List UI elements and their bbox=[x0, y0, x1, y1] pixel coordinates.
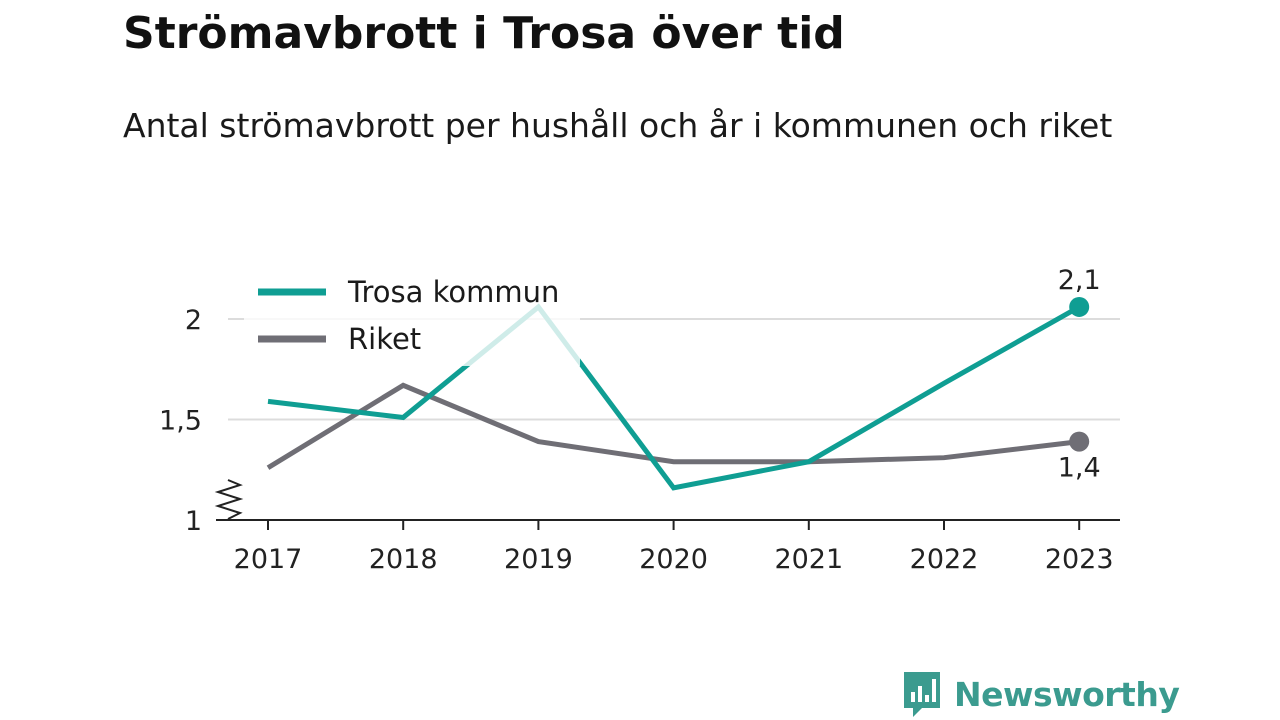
brand-logo: Newsworthy bbox=[902, 670, 1180, 718]
y-tick-label: 2 bbox=[185, 305, 202, 336]
x-tick-label: 2023 bbox=[1045, 544, 1114, 575]
end-point-marker-0 bbox=[1069, 296, 1090, 317]
chart-subtitle: Antal strömavbrott per hushåll och år i … bbox=[123, 106, 1113, 145]
y-axis: 11,52 bbox=[159, 305, 244, 537]
bar-chart-speech-bubble-icon bbox=[904, 672, 940, 717]
x-tick-label: 2020 bbox=[639, 544, 708, 575]
series-line-0 bbox=[267, 303, 1081, 491]
x-tick-label: 2022 bbox=[910, 544, 979, 575]
data-labels: 2,1 1,4 bbox=[1058, 265, 1101, 484]
y-tick-label: 1,5 bbox=[159, 406, 202, 437]
x-axis: 2017 2018 2019 2020 2021 2022 2023 bbox=[216, 519, 1120, 575]
legend-label: Trosa kommun bbox=[347, 275, 559, 309]
end-point-marker-1 bbox=[1069, 431, 1090, 452]
legend-label: Riket bbox=[348, 322, 421, 356]
end-value-label: 1,4 bbox=[1058, 453, 1101, 484]
legend-background bbox=[244, 268, 580, 366]
legend: Trosa kommun Riket bbox=[244, 268, 580, 366]
x-tick-label: 2021 bbox=[774, 544, 843, 575]
x-tick-label: 2019 bbox=[504, 544, 573, 575]
chart-title: Strömavbrott i Trosa över tid bbox=[123, 8, 845, 59]
x-tick-label: 2018 bbox=[369, 544, 438, 575]
brand-name: Newsworthy bbox=[954, 674, 1180, 714]
series-lines bbox=[266, 296, 1090, 491]
x-tick-label: 2017 bbox=[234, 544, 303, 575]
y-tick-label: 1 bbox=[185, 506, 202, 537]
axis-break-icon bbox=[214, 479, 244, 520]
end-value-label: 2,1 bbox=[1058, 265, 1101, 296]
series-line-1 bbox=[266, 382, 1080, 470]
